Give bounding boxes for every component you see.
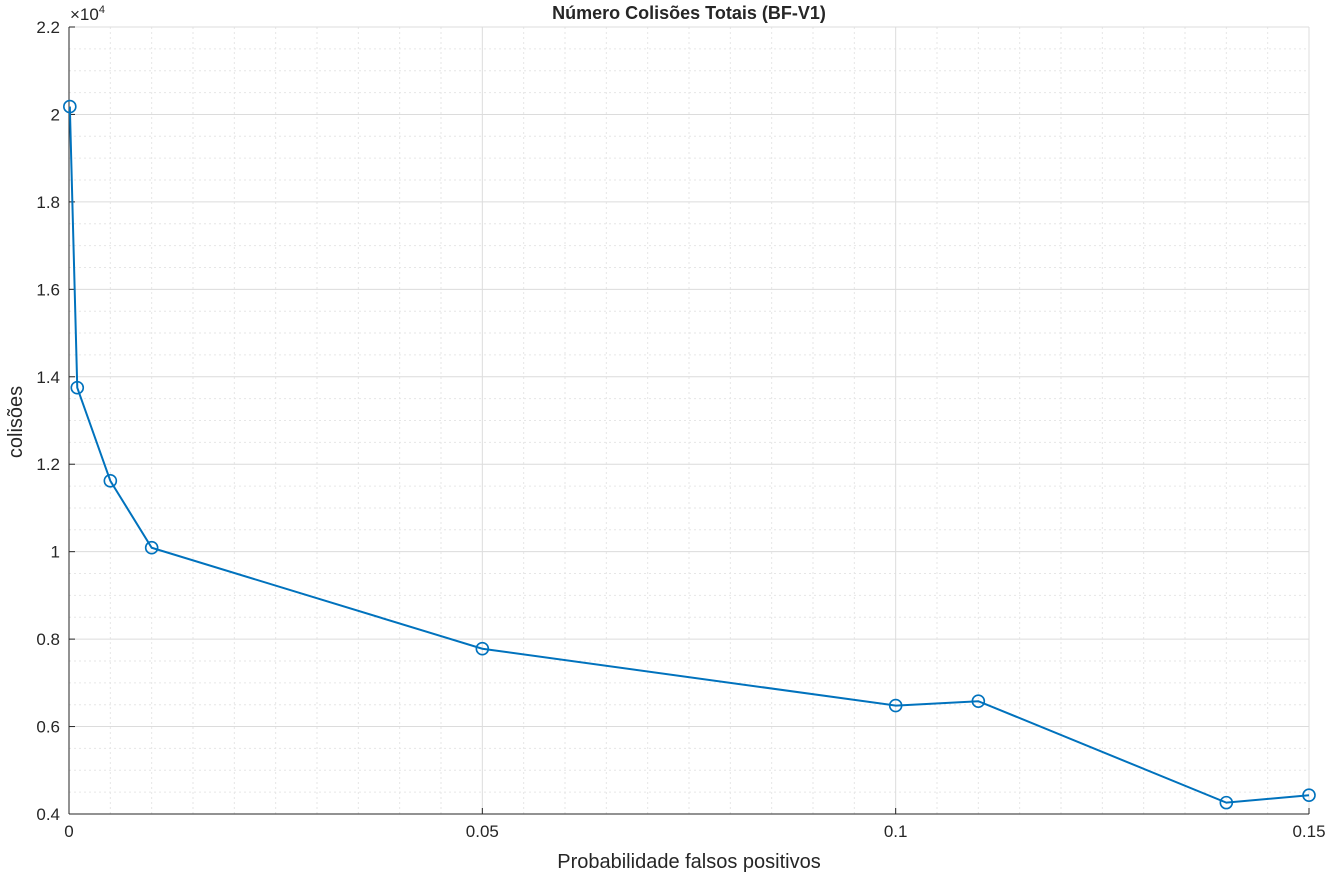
y-axis-exponent-base: ×10 xyxy=(70,5,99,24)
axes xyxy=(68,26,1310,815)
y-axis-label: colisões xyxy=(5,386,27,458)
series-layer xyxy=(63,99,1316,810)
tick-labels: 0 0.05 0.1 0.15 0.4 0.6 0.8 1 1.2 1.4 1.6 1.8 2 2.2 xyxy=(36,18,1325,841)
minor-grid xyxy=(69,27,1309,814)
y-tick-label: 2.2 xyxy=(36,18,60,37)
data-point-marker xyxy=(63,99,77,114)
y-tick-label: 1.2 xyxy=(36,455,60,474)
chart-title: Número Colisões Totais (BF-V1) xyxy=(552,3,826,23)
x-tick-label: 0.05 xyxy=(466,822,499,841)
data-point-marker xyxy=(144,540,159,555)
y-tick-label: 0.8 xyxy=(36,630,60,649)
major-grid xyxy=(69,26,1310,814)
y-tick-label: 0.4 xyxy=(36,805,60,824)
y-tick-label: 2 xyxy=(51,105,60,124)
series-line xyxy=(68,106,1310,804)
y-axis-exponent: ×104 xyxy=(70,4,105,24)
y-tick-label: 1.6 xyxy=(36,280,60,299)
x-tick-label: 0.1 xyxy=(884,822,908,841)
data-point-marker xyxy=(1219,795,1234,810)
y-tick-label: 1 xyxy=(51,543,60,562)
y-tick-label: 1.8 xyxy=(36,193,60,212)
y-tick-label: 1.4 xyxy=(36,368,60,387)
data-point-marker xyxy=(1302,788,1316,802)
y-axis-exponent-power: 4 xyxy=(99,4,105,16)
x-tick-label: 0 xyxy=(64,822,73,841)
data-point-marker xyxy=(70,380,85,395)
data-point-marker xyxy=(888,698,903,713)
y-tick-label: 0.6 xyxy=(36,718,60,737)
x-tick-label: 0.15 xyxy=(1292,822,1325,841)
data-point-marker xyxy=(475,641,490,656)
x-axis-label: Probabilidade falsos positivos xyxy=(557,851,821,873)
data-point-marker xyxy=(971,694,986,708)
data-point-marker xyxy=(103,474,118,488)
